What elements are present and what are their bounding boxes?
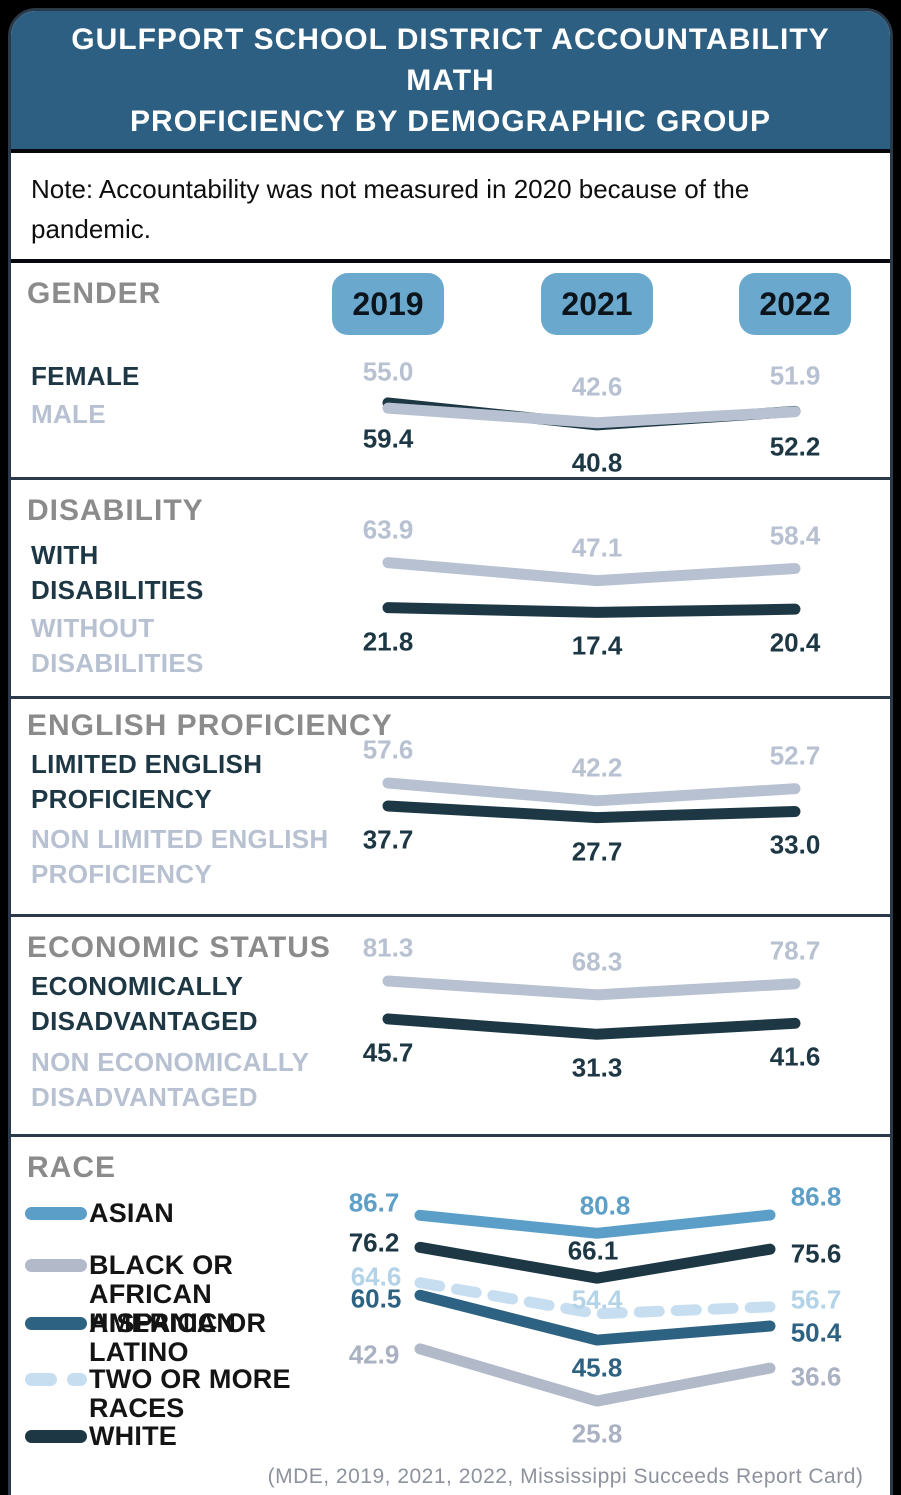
series-line-non-limited-english-proficiency: [382, 777, 801, 807]
value-label: 78.7: [769, 935, 821, 966]
value-label: 52.7: [769, 740, 821, 771]
value-label: 63.9: [362, 514, 414, 545]
value-label: 27.7: [571, 836, 623, 867]
infographic-card: GULFPORT SCHOOL DISTRICT ACCOUNTABILITY …: [8, 8, 893, 1495]
value-label: 42.2: [571, 752, 623, 783]
black-or-african-american-line-swatch: [25, 1259, 87, 1272]
value-label: 68.3: [571, 946, 623, 977]
series-line-female: [382, 397, 801, 431]
value-label: 76.2: [348, 1227, 400, 1258]
series-line-two-or-more-races: [414, 1277, 776, 1320]
legend-item-black-or-african-american: BLACK OR AFRICAN AMERICAN: [25, 1251, 355, 1338]
section-heading-economic-status: ECONOMIC STATUS: [27, 931, 331, 964]
section-economic-status: ECONOMIC STATUS ECONOMICALLY DISADVANTAG…: [11, 914, 890, 1134]
legend-item-two-or-more-races: TWO OR MORE RACES: [25, 1365, 355, 1423]
series-line-asian: [414, 1209, 776, 1239]
value-label: 37.7: [362, 824, 414, 855]
group-label-without-disabilities: WITHOUT DISABILITIES: [31, 613, 204, 678]
value-label: 41.6: [769, 1041, 821, 1072]
value-label: 58.4: [769, 520, 821, 550]
value-label: 54.4: [571, 1284, 623, 1315]
value-label: 33.0: [769, 829, 821, 860]
value-label: 56.7: [790, 1284, 842, 1315]
value-label: 47.1: [571, 532, 623, 563]
series-line-white: [414, 1241, 776, 1284]
year-badge-2022: 2022: [739, 273, 851, 335]
value-label: 40.8: [571, 447, 623, 478]
section-heading-english-proficiency: ENGLISH PROFICIENCY: [27, 709, 393, 742]
value-label: 25.8: [571, 1418, 623, 1449]
legend-label-white: WHITE: [89, 1421, 177, 1451]
page-title-line-2: PROFICIENCY BY DEMOGRAPHIC GROUP: [130, 104, 771, 138]
series-line-with-disabilities: [382, 602, 801, 618]
series-line-male: [382, 402, 801, 429]
group-label-non-economically-disadvantaged: NON ECONOMICALLY DISADVANTAGED: [31, 1047, 310, 1112]
value-label: 66.1: [567, 1235, 619, 1266]
section-heading-disability: DISABILITY: [27, 494, 204, 527]
section-disability: DISABILITY WITH DISABILITIES WITHOUT DIS…: [11, 477, 890, 696]
group-label-economically-disadvantaged: ECONOMICALLY DISADVANTAGED: [31, 971, 258, 1036]
series-line-economically-disadvantaged: [382, 1013, 801, 1040]
value-label: 20.4: [769, 627, 821, 658]
section-heading-race: RACE: [27, 1151, 117, 1184]
series-line-hispanic-or-latino: [414, 1289, 776, 1346]
value-label: 17.4: [571, 630, 623, 661]
group-label-non-limited-english: NON LIMITED ENGLISH PROFICIENCY: [31, 824, 329, 889]
value-label: 51.9: [769, 360, 821, 391]
group-label-with-disabilities: WITH DISABILITIES: [31, 540, 204, 605]
value-label: 55.0: [362, 356, 414, 387]
section-heading-gender: GENDER: [27, 277, 162, 310]
value-label: 45.7: [362, 1037, 414, 1068]
value-label: 64.6: [350, 1261, 402, 1292]
section-gender: GENDER 2019 2021 2022 FEMALE MALE 59.4 40…: [11, 263, 890, 477]
section-race: RACE ASIAN BLACK OR AFRICAN AMERICAN HIS…: [11, 1134, 890, 1495]
white-line-swatch: [25, 1430, 87, 1443]
group-label-female: FEMALE: [31, 361, 140, 391]
value-label: 36.6: [790, 1361, 842, 1392]
hispanic-or-latino-line-swatch: [25, 1317, 87, 1330]
series-line-without-disabilities: [382, 557, 801, 587]
two-or-more-races-line-swatch: [25, 1373, 87, 1386]
legend-item-hispanic-or-latino: HISPANIC OR LATINO: [25, 1309, 355, 1367]
value-label: 81.3: [362, 932, 414, 963]
legend-item-white: WHITE: [25, 1422, 355, 1451]
source-citation: (MDE, 2019, 2021, 2022, Mississippi Succ…: [267, 1465, 864, 1488]
value-label: 50.4: [790, 1317, 842, 1348]
group-label-male: MALE: [31, 399, 106, 429]
value-label: 86.8: [790, 1181, 842, 1212]
page-title-line-1: GULFPORT SCHOOL DISTRICT ACCOUNTABILITY …: [71, 22, 830, 97]
series-line-non-economically-disadvantaged: [382, 975, 801, 1001]
value-label: 21.8: [362, 626, 414, 657]
series-line-black-or-african-american: [414, 1343, 776, 1407]
asian-line-swatch: [25, 1207, 87, 1220]
legend-label-asian: ASIAN: [89, 1198, 175, 1228]
value-label: 45.8: [571, 1352, 623, 1383]
year-badge-2019: 2019: [332, 273, 444, 335]
value-label: 42.6: [571, 371, 623, 402]
series-line-limited-english-proficiency: [382, 800, 801, 824]
legend-item-asian: ASIAN: [25, 1199, 355, 1228]
value-label: 86.7: [348, 1187, 400, 1218]
legend-label-hispanic-or-latino: HISPANIC OR LATINO: [89, 1308, 267, 1367]
section-english-proficiency: ENGLISH PROFICIENCY LIMITED ENGLISH PROF…: [11, 696, 890, 914]
value-label: 31.3: [571, 1052, 623, 1083]
legend-label-black-or-african-american: BLACK OR AFRICAN AMERICAN: [89, 1250, 237, 1338]
group-label-limited-english: LIMITED ENGLISH PROFICIENCY: [31, 749, 263, 814]
value-label: 52.2: [769, 431, 821, 462]
value-label: 75.6: [790, 1238, 842, 1269]
legend-label-two-or-more-races: TWO OR MORE RACES: [89, 1364, 291, 1423]
year-badge-2021: 2021: [541, 273, 653, 335]
header: GULFPORT SCHOOL DISTRICT ACCOUNTABILITY …: [11, 11, 890, 149]
value-label: 42.9: [348, 1339, 400, 1370]
value-label: 60.5: [350, 1283, 402, 1314]
note-text: Note: Accountability was not measured in…: [11, 149, 890, 263]
value-label: 80.8: [579, 1190, 631, 1221]
value-label: 59.4: [362, 423, 414, 454]
